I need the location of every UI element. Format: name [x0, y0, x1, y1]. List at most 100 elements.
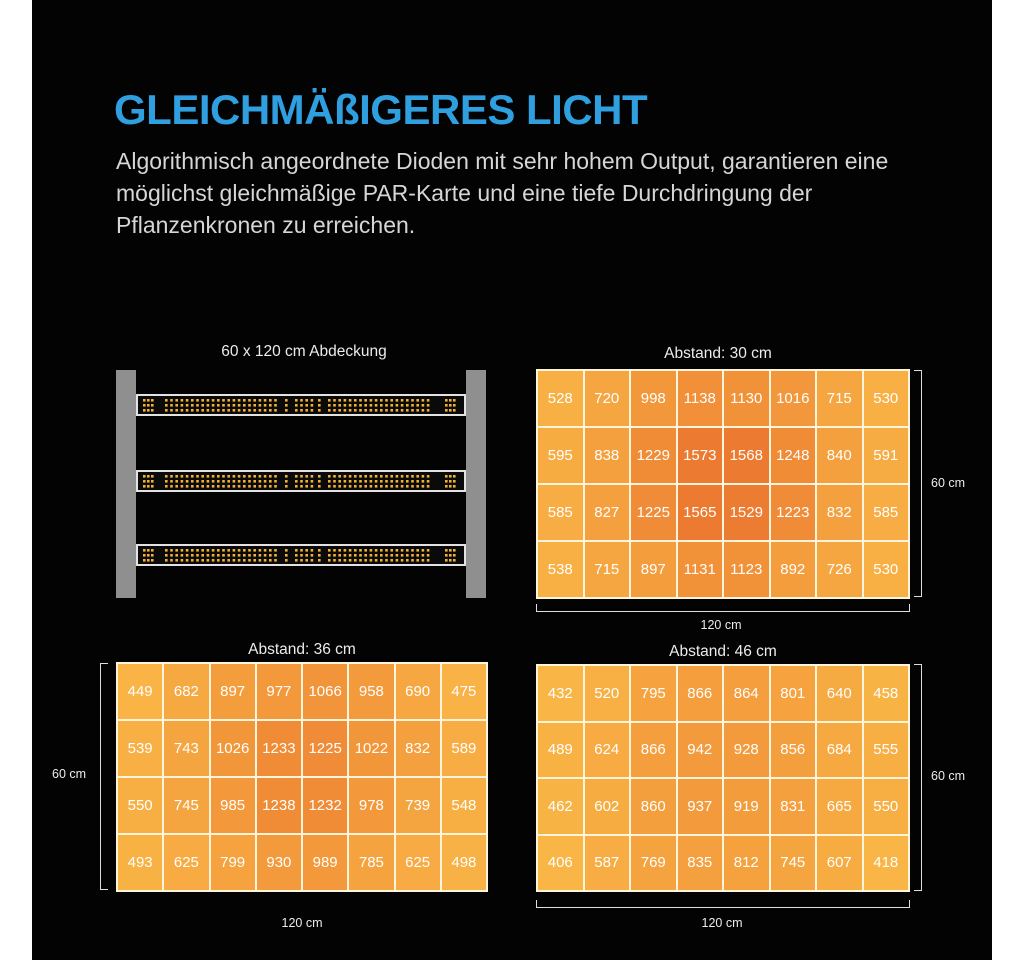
led-dot	[395, 549, 399, 552]
led-dot	[411, 559, 414, 562]
led-dot	[180, 549, 184, 552]
led-dot	[274, 480, 277, 483]
led-dot	[406, 475, 409, 478]
led-dot	[165, 409, 168, 412]
heatmap-cell: 1565	[676, 484, 723, 541]
heatmap-cell: 587	[583, 834, 630, 891]
led-dot	[274, 404, 277, 407]
led-dot	[421, 399, 425, 402]
led-dot	[165, 485, 168, 488]
heatmap-cell: 591	[862, 427, 909, 484]
led-dot	[338, 554, 341, 557]
led-dot	[147, 480, 150, 483]
led-dot	[196, 549, 199, 552]
led-dot	[421, 480, 425, 483]
led-dot	[191, 409, 194, 412]
heatmap-cell: 743	[163, 720, 210, 777]
led-dot	[263, 549, 267, 552]
led-dot	[243, 480, 246, 483]
led-dot	[453, 554, 456, 557]
led-dot	[180, 480, 184, 483]
led-dot	[185, 559, 189, 562]
led-dot	[343, 485, 347, 488]
led-dot	[191, 559, 194, 562]
led-dot	[333, 559, 336, 562]
led-dot	[406, 404, 409, 407]
led-dot	[310, 554, 314, 557]
led-dot	[211, 480, 215, 483]
led-dot	[426, 559, 430, 562]
led-dot	[343, 409, 347, 412]
led-dot	[211, 485, 215, 488]
led-diodes	[143, 549, 456, 562]
heatmap-46-x-bracket	[536, 900, 910, 908]
heatmap-cell: 937	[676, 778, 723, 835]
led-dot	[390, 409, 393, 412]
led-dot	[390, 480, 393, 483]
led-dot	[274, 485, 277, 488]
led-dot	[354, 485, 357, 488]
led-dot	[143, 404, 146, 407]
heatmap-cell: 458	[862, 665, 909, 722]
led-dot	[449, 485, 452, 488]
heatmap-cell: 585	[862, 484, 909, 541]
led-dot	[426, 485, 430, 488]
heatmap-cell: 978	[348, 777, 395, 834]
led-dot	[165, 399, 168, 402]
led-dot	[151, 475, 154, 478]
led-dot	[206, 485, 210, 488]
led-dot	[406, 549, 409, 552]
heatmap-cell: 493	[117, 834, 164, 891]
led-dot	[310, 409, 314, 412]
led-dot	[300, 485, 303, 488]
led-dot	[364, 549, 367, 552]
led-dot	[300, 559, 303, 562]
heatmap-cell: 856	[769, 721, 816, 778]
led-dot	[263, 399, 267, 402]
led-dot	[400, 404, 404, 407]
led-dot	[406, 480, 409, 483]
heatmap-cell: 785	[348, 834, 395, 891]
led-dot	[143, 480, 146, 483]
led-dot	[318, 554, 321, 557]
led-dot	[421, 475, 425, 478]
led-dot	[211, 409, 215, 412]
led-dot	[222, 559, 225, 562]
led-dot	[258, 485, 262, 488]
led-dot	[449, 549, 452, 552]
led-dot	[147, 399, 150, 402]
led-dot	[227, 554, 230, 557]
led-dot	[380, 485, 383, 488]
led-dot	[445, 559, 448, 562]
led-dot	[310, 480, 314, 483]
led-dot	[196, 485, 199, 488]
fixture-label: 60 x 120 cm Abdeckung	[221, 343, 387, 360]
led-dot	[227, 549, 230, 552]
led-dot	[449, 475, 452, 478]
heatmap-cell: 1238	[255, 777, 302, 834]
heatmap-cell: 607	[816, 834, 863, 891]
led-dot	[305, 475, 308, 478]
led-dot	[416, 409, 419, 412]
led-dot	[374, 480, 378, 483]
led-dot	[295, 480, 298, 483]
led-dot	[406, 409, 409, 412]
led-dot	[274, 554, 277, 557]
led-dot	[354, 559, 357, 562]
led-dot	[180, 399, 184, 402]
led-dot	[222, 409, 225, 412]
heatmap-cell: 665	[816, 778, 863, 835]
led-dot	[191, 549, 194, 552]
led-dot	[143, 485, 146, 488]
led-dot	[191, 554, 194, 557]
led-dot	[445, 399, 448, 402]
led-dot	[147, 559, 150, 562]
led-dot	[151, 549, 154, 552]
led-dot	[369, 549, 373, 552]
led-dot	[305, 559, 308, 562]
led-dot	[143, 549, 146, 552]
led-dot	[185, 485, 189, 488]
heatmap-cell: 832	[394, 720, 441, 777]
led-dot	[369, 480, 373, 483]
led-dot	[411, 475, 414, 478]
